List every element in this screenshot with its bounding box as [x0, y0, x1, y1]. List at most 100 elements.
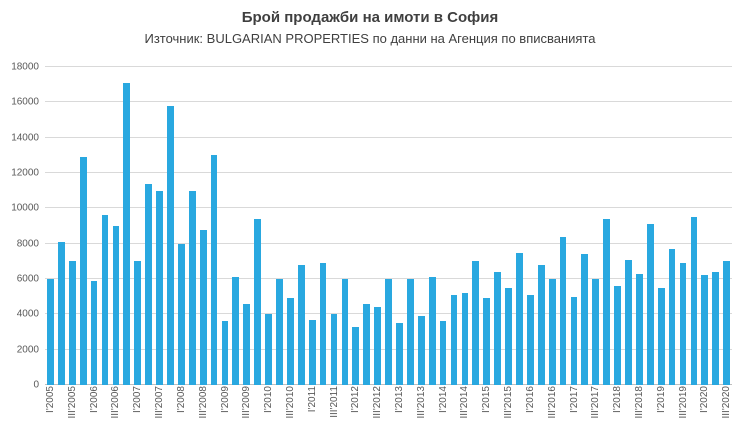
bar [439, 321, 447, 385]
x-slot [645, 386, 656, 438]
x-slot [165, 386, 176, 438]
x-axis-label: I'2015 [481, 386, 493, 413]
x-axis-label: III'2007 [154, 386, 166, 419]
y-axis-label: 18000 [11, 61, 39, 73]
gridline [45, 242, 732, 244]
chart-subtitle: Източник: BULGARIAN PROPERTIES по данни … [144, 31, 596, 46]
bar [516, 252, 523, 385]
gridline [45, 66, 732, 67]
bar [68, 261, 76, 385]
x-axis-label: I'2018 [612, 386, 624, 413]
x-axis-label: III'2013 [415, 386, 427, 419]
x-axis-label: III'2019 [677, 386, 689, 419]
x-slot: I'2009 [220, 386, 231, 438]
bar-slot [503, 67, 514, 385]
bar-slot [350, 67, 361, 385]
bar [592, 279, 600, 385]
bar [167, 105, 174, 385]
x-slot [667, 386, 678, 438]
x-axis-label: III'2005 [66, 386, 78, 419]
bar [472, 261, 480, 385]
bar [548, 279, 556, 385]
bar-slot [569, 67, 580, 385]
bar-slot [721, 67, 732, 385]
x-axis-label: I'2012 [350, 386, 362, 413]
bar-slot [656, 67, 667, 385]
bar-slot [699, 67, 710, 385]
gridline [45, 136, 732, 138]
x-slot [492, 386, 503, 438]
x-slot [340, 386, 351, 438]
x-axis-label: III'2020 [721, 386, 733, 419]
x-slot: I'2017 [569, 386, 580, 438]
bar-slot [710, 67, 721, 385]
bar [537, 264, 545, 385]
bar-slot [438, 67, 449, 385]
bar [396, 323, 403, 385]
x-slot: III'2019 [678, 386, 689, 438]
bar [188, 190, 196, 385]
y-axis-label: 12000 [11, 167, 39, 179]
bar-slot [514, 67, 525, 385]
x-slot [143, 386, 154, 438]
bar-slot [361, 67, 372, 385]
bar [614, 286, 621, 385]
x-slot [580, 386, 591, 438]
bar-slot [241, 67, 252, 385]
bar [483, 298, 491, 385]
x-slot [56, 386, 67, 438]
bar-slot [547, 67, 558, 385]
bar-slot [492, 67, 503, 385]
x-slot: I'2015 [481, 386, 492, 438]
bar-slot [220, 67, 231, 385]
bar-slot [678, 67, 689, 385]
x-slot [252, 386, 263, 438]
x-axis-label: III'2008 [197, 386, 209, 419]
x-slot: III'2012 [372, 386, 383, 438]
x-slot [710, 386, 721, 438]
x-axis: I'2005 III'2005 I'2006 III'2006 I'2007 III'20… [45, 386, 732, 438]
bar [352, 326, 360, 385]
bar-slot [481, 67, 492, 385]
gridline [45, 101, 732, 103]
bar-slot [372, 67, 383, 385]
bar [646, 224, 654, 385]
x-slot: III'2009 [241, 386, 252, 438]
bar [199, 229, 207, 385]
x-axis-label: III'2006 [110, 386, 122, 419]
bar [494, 271, 501, 385]
bar [79, 157, 87, 385]
y-axis: 0 2000 4000 6000 8000 10000 12000 14000 16000 180… [0, 62, 41, 391]
x-axis-label: I'2009 [219, 386, 231, 413]
x-slot: III'2013 [416, 386, 427, 438]
x-axis-label: I'2006 [88, 386, 100, 413]
x-slot: I'2010 [263, 386, 274, 438]
bar [297, 264, 305, 385]
x-axis-label: I'2020 [699, 386, 711, 413]
x-slot [209, 386, 220, 438]
y-axis-label: 10000 [11, 202, 39, 214]
bar [90, 280, 98, 385]
x-slot [274, 386, 285, 438]
x-axis-label: I'2005 [45, 386, 56, 413]
bar-slot [296, 67, 307, 385]
bar [112, 226, 120, 385]
bar [177, 243, 185, 385]
bars-container [45, 67, 732, 385]
bar [287, 298, 294, 385]
y-axis-label: 14000 [11, 132, 39, 144]
bar [330, 314, 338, 385]
bar-slot [56, 67, 67, 385]
x-slot: III'2006 [110, 386, 121, 438]
bar-slot [416, 67, 427, 385]
bar [308, 319, 316, 385]
bar-slot [590, 67, 601, 385]
bar [123, 82, 131, 385]
bar [668, 248, 676, 385]
x-slot: I'2007 [132, 386, 143, 438]
x-axis-label: III'2017 [590, 386, 602, 419]
bar [134, 261, 142, 385]
bar-slot [634, 67, 645, 385]
bar [232, 277, 240, 385]
bar [450, 294, 458, 385]
